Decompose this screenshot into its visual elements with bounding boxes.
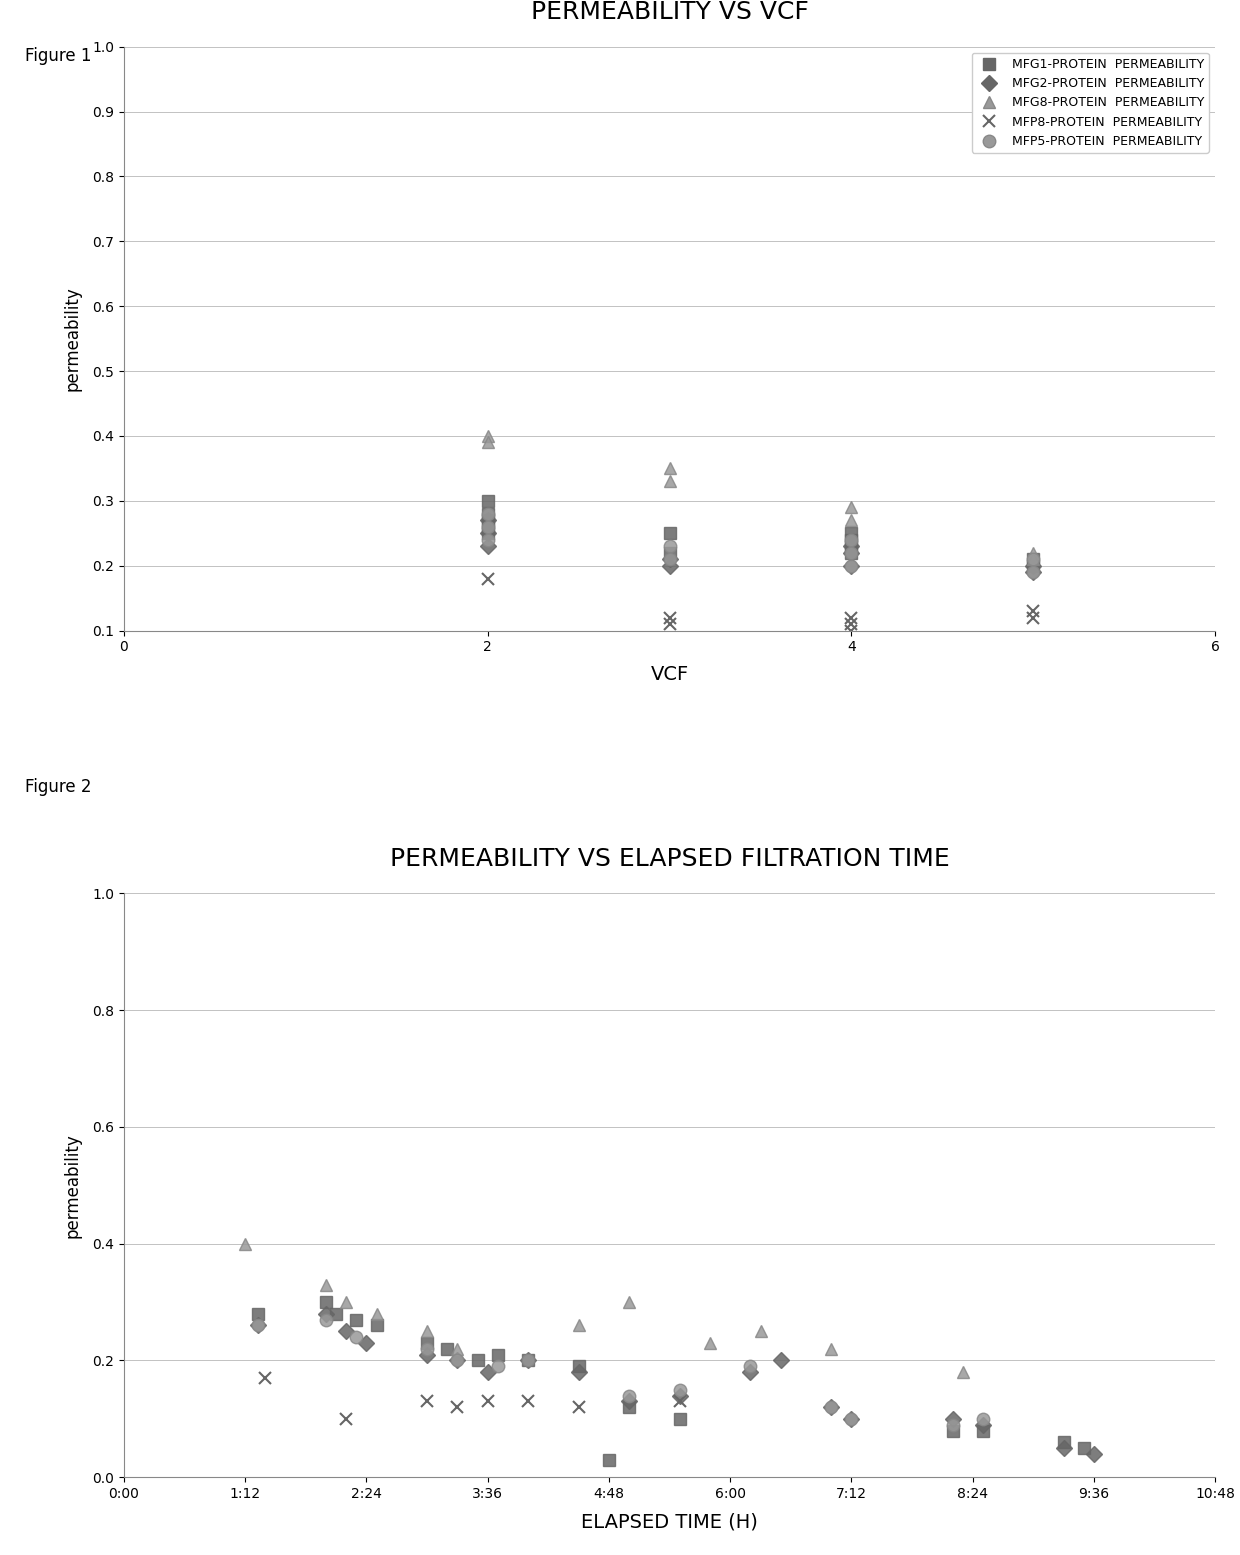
Legend: MFG1-PROTEIN  PERMEABILITY, MFG2-PROTEIN  PERMEABILITY, MFG8-PROTEIN  PERMEABILI: MFG1-PROTEIN PERMEABILITY, MFG2-PROTEIN … — [972, 53, 1209, 152]
Text: Figure 1: Figure 1 — [25, 47, 92, 65]
X-axis label: VCF: VCF — [651, 666, 688, 684]
Y-axis label: permeability: permeability — [63, 286, 81, 390]
Title: PERMEABILITY VS VCF: PERMEABILITY VS VCF — [531, 0, 808, 23]
X-axis label: ELAPSED TIME (H): ELAPSED TIME (H) — [582, 1511, 758, 1532]
Text: Figure 2: Figure 2 — [25, 778, 92, 796]
Title: PERMEABILITY VS ELAPSED FILTRATION TIME: PERMEABILITY VS ELAPSED FILTRATION TIME — [389, 846, 950, 871]
Y-axis label: permeability: permeability — [63, 1134, 81, 1238]
